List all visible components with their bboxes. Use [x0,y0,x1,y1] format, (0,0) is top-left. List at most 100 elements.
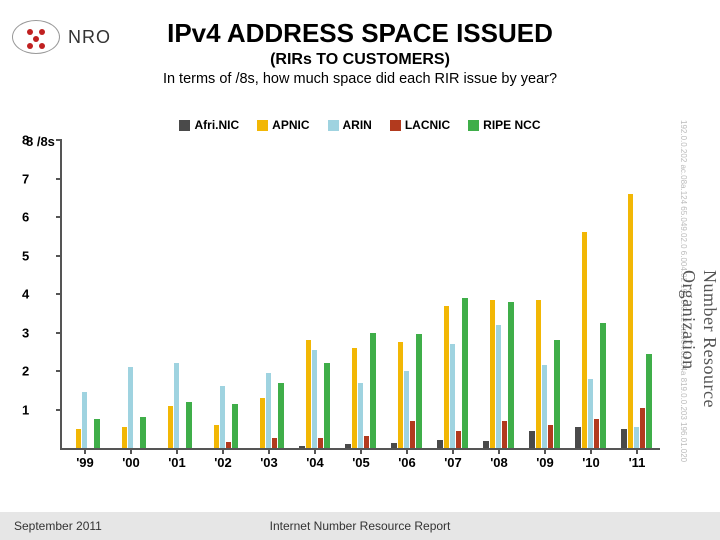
chart-bar [272,438,277,448]
chart-bar [364,436,369,448]
chart-bar [548,425,553,448]
chart-bar [278,383,283,448]
x-tick-label: '06 [398,455,416,470]
chart-bar [220,386,225,448]
chart-bar [594,419,599,448]
chart-bar [82,392,87,448]
chart-bar [266,373,271,448]
chart-bar [345,444,350,448]
x-tick-label: '09 [536,455,554,470]
footer-report-name: Internet Number Resource Report [270,519,451,533]
chart-container: Afri.NIC APNIC ARIN LACNIC RIPE NCC 8 /8s 12… [60,118,660,488]
chart-bar [437,440,442,448]
x-tick-label: '01 [168,455,186,470]
legend-label: RIPE NCC [483,118,540,132]
x-tick-label: '10 [582,455,600,470]
chart-bar [416,334,421,448]
chart-bar [324,363,329,448]
chart-bar [490,300,495,448]
chart-bar [496,325,501,448]
chart-plot-area: 8 /8s 12345678'99'00'01'02'03'04'05'06'0… [60,140,660,450]
org-name-vertical: Number Resource Organization [678,270,718,500]
x-tick-label: '08 [490,455,508,470]
chart-bar [502,421,507,448]
y-tick-label: 8 [22,133,29,148]
chart-bar [168,406,173,448]
legend-item: RIPE NCC [468,118,540,132]
y-tick-label: 5 [22,248,29,263]
legend-label: LACNIC [405,118,450,132]
chart-bar [128,367,133,448]
chart-bar [391,443,396,448]
chart-bar [352,348,357,448]
chart-bar [140,417,145,448]
nro-logo: NRO [12,12,152,62]
y-tick-label: 6 [22,210,29,225]
nro-logo-mark [12,20,60,54]
chart-bar [646,354,651,448]
chart-bar [318,438,323,448]
chart-bar [260,398,265,448]
chart-bar [575,427,580,448]
chart-bar [640,408,645,448]
chart-bar [529,431,534,448]
legend-item: LACNIC [390,118,450,132]
page-subtitle-2: In terms of /8s, how much space did each… [0,71,720,87]
chart-bar [94,419,99,448]
x-tick-label: '02 [214,455,232,470]
y-axis-title: 8 /8s [26,134,55,149]
legend-swatch [328,120,339,131]
chart-bar [186,402,191,448]
x-tick-label: '11 [629,455,646,470]
chart-bar [508,302,513,448]
x-tick-label: '99 [76,455,94,470]
legend-item: Afri.NIC [179,118,239,132]
chart-bar [410,421,415,448]
x-tick-label: '00 [122,455,140,470]
side-strip: 192.0.0.202 ac.08a.124 65.049.02.0 6.004… [670,110,718,500]
chart-bar [456,431,461,448]
legend-swatch [257,120,268,131]
chart-legend: Afri.NIC APNIC ARIN LACNIC RIPE NCC [60,118,660,132]
y-tick-label: 7 [22,171,29,186]
chart-bar [226,442,231,448]
chart-bar [450,344,455,448]
footer-bar: September 2011 Internet Number Resource … [0,512,720,540]
x-tick-label: '07 [444,455,462,470]
chart-bar [232,404,237,448]
legend-swatch [390,120,401,131]
chart-bar [404,371,409,448]
chart-bar [621,429,626,448]
chart-bar [542,365,547,448]
chart-bar [214,425,219,448]
chart-bar [306,340,311,448]
chart-bar [370,333,375,449]
legend-label: APNIC [272,118,309,132]
legend-label: ARIN [343,118,372,132]
legend-swatch [468,120,479,131]
legend-item: ARIN [328,118,372,132]
chart-bar [76,429,81,448]
nro-logo-text: NRO [68,27,111,48]
chart-bar [536,300,541,448]
chart-bar [628,194,633,448]
legend-swatch [179,120,190,131]
footer-date: September 2011 [0,519,102,533]
y-tick-label: 2 [22,364,29,379]
chart-bar [554,340,559,448]
chart-bar [398,342,403,448]
chart-bar [444,306,449,448]
x-tick-label: '03 [260,455,278,470]
y-tick-label: 4 [22,287,29,302]
chart-bar [462,298,467,448]
chart-bar [588,379,593,448]
y-tick-label: 1 [22,402,29,417]
chart-bar [122,427,127,448]
chart-bar [312,350,317,448]
chart-bar [483,441,488,448]
x-tick-label: '05 [352,455,370,470]
x-tick-label: '04 [306,455,324,470]
chart-bar [634,427,639,448]
chart-bar [582,232,587,448]
chart-bar [174,363,179,448]
